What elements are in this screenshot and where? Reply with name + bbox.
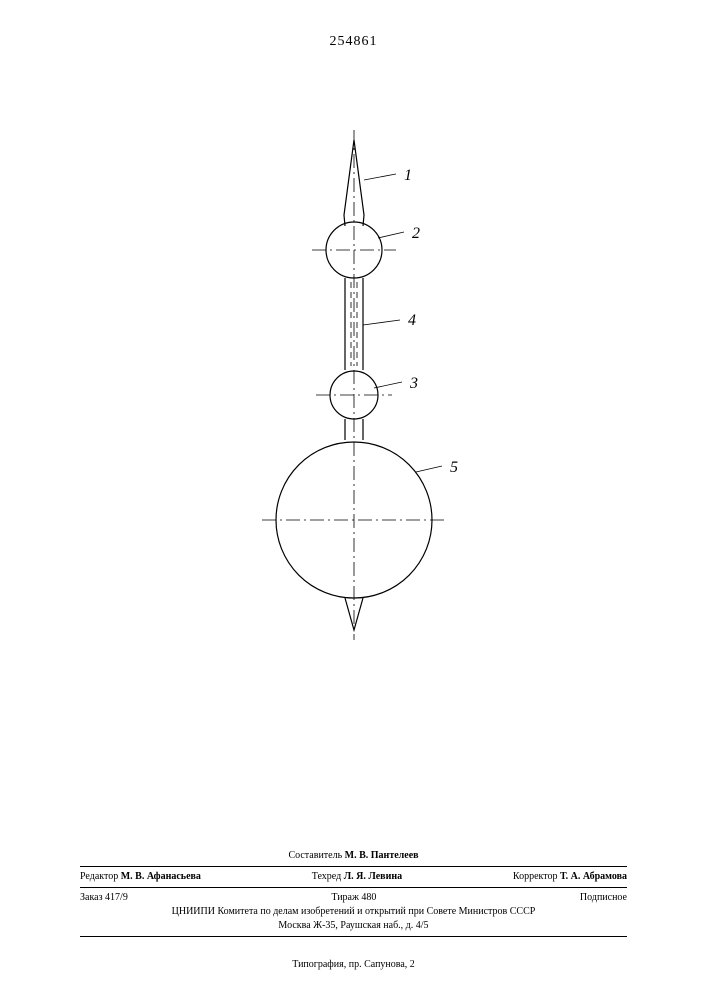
address: Москва Ж-35, Раушская наб., д. 4/5 (80, 919, 627, 933)
corrector-prefix: Корректор (513, 871, 558, 882)
divider (80, 866, 627, 867)
compiler-name: М. В. Пантелеев (345, 850, 419, 861)
techred-prefix: Техред (312, 871, 341, 882)
organization: ЦНИИПИ Комитета по делам изобретений и о… (80, 905, 627, 919)
techred-name: Л. Я. Левина (344, 871, 402, 882)
diagram-label-4: 4 (408, 312, 416, 329)
subscription: Подписное (580, 891, 627, 905)
imprint-block: Составитель М. В. Пантелеев Редактор М. … (80, 849, 627, 940)
print-run: Тираж 480 (331, 891, 376, 905)
diagram-label-2: 2 (412, 225, 420, 242)
divider (80, 936, 627, 937)
editor-name: М. В. Афанасьева (121, 871, 201, 882)
divider (80, 887, 627, 888)
typography-line: Типография, пр. Сапунова, 2 (0, 959, 707, 970)
editor-prefix: Редактор (80, 871, 118, 882)
diagram-label-1: 1 (404, 167, 412, 184)
compiler-prefix: Составитель (288, 850, 342, 861)
order-number: Заказ 417/9 (80, 891, 128, 905)
diagram-label-5: 5 (450, 459, 458, 476)
page-number: 254861 (0, 34, 707, 50)
corrector-name: Т. А. Абрамова (560, 871, 627, 882)
technical-diagram: 1 2 4 3 5 (0, 120, 707, 650)
diagram-label-3: 3 (409, 375, 418, 392)
